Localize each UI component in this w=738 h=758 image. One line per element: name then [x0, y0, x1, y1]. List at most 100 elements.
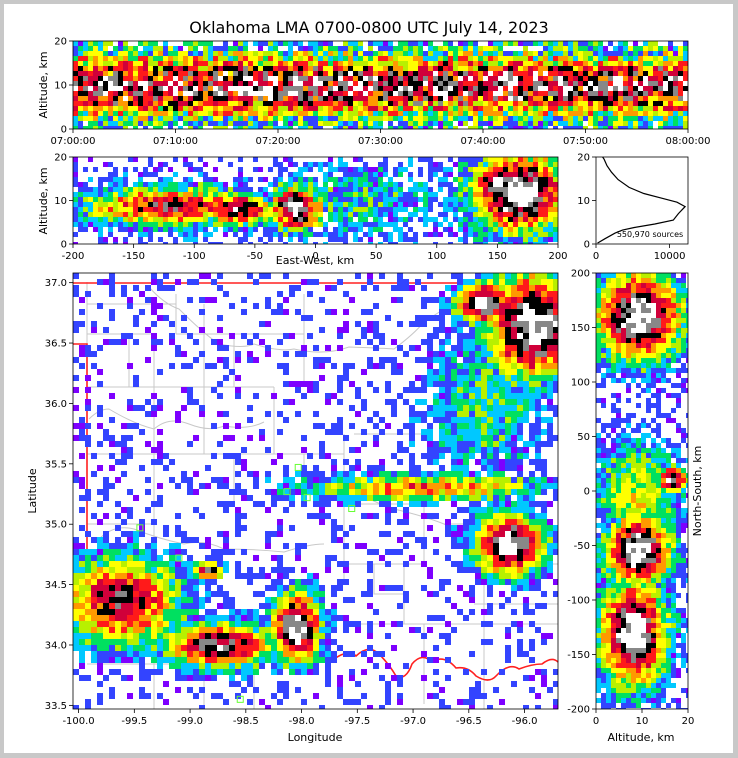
density-cell	[133, 207, 138, 212]
density-cell	[678, 46, 683, 51]
density-cell	[343, 327, 349, 333]
density-cell	[138, 187, 143, 192]
density-cell	[247, 405, 253, 411]
density-cell	[483, 222, 488, 227]
density-cell	[421, 297, 427, 303]
density-cell	[475, 501, 481, 507]
density-cell	[303, 212, 308, 217]
density-cell	[388, 177, 393, 182]
density-cell	[349, 477, 355, 483]
density-cell	[391, 483, 397, 489]
density-cell	[265, 477, 271, 483]
density-cell	[373, 76, 378, 81]
density-cell	[508, 86, 513, 91]
density-cell	[323, 192, 328, 197]
density-cell	[295, 387, 301, 393]
density-cell	[73, 192, 78, 197]
density-cell	[511, 447, 517, 453]
density-cell	[338, 177, 343, 182]
density-cell	[508, 101, 513, 106]
density-cell	[367, 279, 373, 285]
density-cell	[523, 177, 528, 182]
x-tick-label: 07:50:00	[563, 136, 608, 147]
density-cell	[391, 363, 397, 369]
density-cell	[488, 212, 493, 217]
density-cell	[183, 111, 188, 116]
density-cell	[423, 126, 428, 129]
density-cell	[463, 465, 469, 471]
density-cell	[427, 273, 433, 279]
density-cell	[268, 202, 273, 207]
density-cell	[513, 177, 518, 182]
density-cell	[428, 187, 433, 192]
density-cell	[498, 192, 503, 197]
density-cell	[368, 187, 373, 192]
density-cell	[217, 411, 223, 417]
density-cell	[83, 212, 88, 217]
density-cell	[418, 81, 423, 86]
density-cell	[548, 121, 553, 126]
density-cell	[451, 435, 457, 441]
density-cell	[283, 61, 288, 66]
density-cell	[373, 327, 379, 333]
density-cell	[418, 46, 423, 51]
density-cell	[529, 423, 535, 429]
density-cell	[333, 121, 338, 126]
density-cell	[505, 375, 511, 381]
density-cell	[133, 222, 138, 227]
density-cell	[143, 106, 148, 111]
density-cell	[238, 202, 243, 207]
density-cell	[283, 369, 289, 375]
density-cell	[108, 96, 113, 101]
density-cell	[488, 202, 493, 207]
density-cell	[498, 96, 503, 101]
density-cell	[145, 441, 151, 447]
density-cell	[243, 111, 248, 116]
density-cell	[643, 56, 648, 61]
density-cell	[258, 96, 263, 101]
density-cell	[118, 121, 123, 126]
density-cell	[213, 167, 218, 172]
density-cell	[648, 116, 653, 121]
density-cell	[217, 441, 223, 447]
density-cell	[353, 101, 358, 106]
density-cell	[313, 207, 318, 212]
density-cell	[403, 489, 409, 495]
density-cell	[313, 192, 318, 197]
density-cell	[593, 51, 598, 56]
density-cell	[158, 207, 163, 212]
density-cell	[439, 381, 445, 387]
density-cell	[283, 227, 288, 232]
density-cell	[78, 212, 83, 217]
density-cell	[307, 333, 313, 339]
density-cell	[118, 187, 123, 192]
density-cell	[293, 101, 298, 106]
density-cell	[263, 66, 268, 71]
density-cell	[433, 197, 438, 202]
density-cell	[558, 56, 563, 61]
density-cell	[475, 303, 481, 309]
density-cell	[93, 207, 98, 212]
density-cell	[293, 202, 298, 207]
density-cell	[233, 51, 238, 56]
density-cell	[103, 495, 109, 501]
density-cell	[403, 279, 409, 285]
density-cell	[303, 81, 308, 86]
density-cell	[308, 227, 313, 232]
density-cell	[469, 435, 475, 441]
density-cell	[183, 217, 188, 222]
density-cell	[307, 483, 313, 489]
ew-height-density	[73, 157, 558, 244]
density-cell	[228, 106, 233, 111]
density-cell	[308, 51, 313, 56]
density-cell	[678, 121, 683, 126]
density-cell	[541, 387, 547, 393]
density-cell	[208, 116, 213, 121]
density-cell	[463, 489, 469, 495]
density-cell	[439, 303, 445, 309]
density-cell	[451, 351, 457, 357]
density-cell	[208, 71, 213, 76]
density-cell	[158, 56, 163, 61]
density-cell	[409, 441, 415, 447]
density-cell	[173, 192, 178, 197]
